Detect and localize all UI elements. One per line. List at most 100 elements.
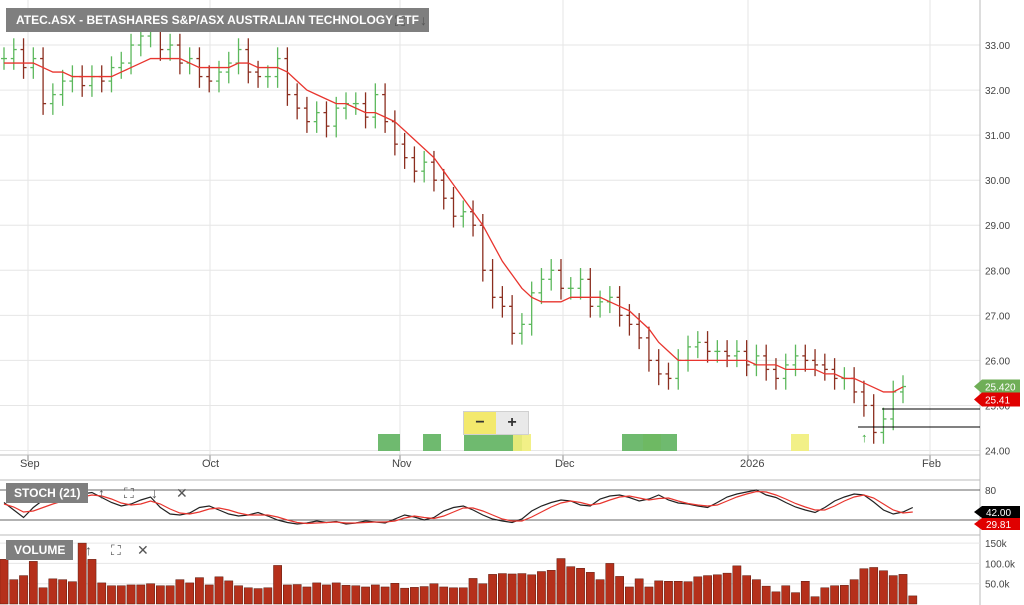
volume-bar xyxy=(449,587,458,605)
fullscreen-icon[interactable]: ⛶ xyxy=(395,13,405,29)
last-price-tag xyxy=(974,379,1020,394)
volume-bar xyxy=(361,586,370,605)
close-icon[interactable]: ✕ xyxy=(137,542,149,558)
volume-bar xyxy=(752,579,761,605)
volume-tick-label: 150k xyxy=(985,539,1008,550)
volume-bar xyxy=(68,581,77,605)
expand-icon[interactable]: ⛶ xyxy=(111,542,121,558)
volume-bar xyxy=(19,575,28,605)
y-tick-label: 29.00 xyxy=(985,221,1010,232)
zoom-control: − + xyxy=(463,411,529,435)
volume-bar xyxy=(302,586,312,605)
volume-bar xyxy=(292,584,302,605)
arrow-down-icon[interactable]: ↓ xyxy=(420,12,427,28)
volume-bar xyxy=(370,584,380,605)
volume-bar xyxy=(576,568,585,605)
buy-arrow-icon: ↑ xyxy=(861,430,868,445)
volume-bar xyxy=(820,587,830,605)
volume-bar xyxy=(859,568,869,605)
volume-bar xyxy=(556,558,566,605)
volume-bar xyxy=(840,585,849,605)
y-tick-label: 25.00 xyxy=(985,401,1010,412)
volume-bar xyxy=(77,542,87,605)
y-tick-label: 32.00 xyxy=(985,86,1010,97)
volume-bar xyxy=(742,575,752,605)
volume-bar xyxy=(419,586,429,605)
volume-bar xyxy=(888,575,898,605)
y-tick-label: 26.00 xyxy=(985,356,1010,367)
y-tick-label: 28.00 xyxy=(985,266,1010,277)
signal-marker xyxy=(622,434,677,451)
volume-bar xyxy=(48,578,58,605)
signal-marker xyxy=(464,434,522,451)
volume-bar xyxy=(722,572,732,605)
volume-bar xyxy=(273,565,282,605)
volume-bar xyxy=(38,587,48,605)
x-tick-label: Feb xyxy=(922,458,941,470)
volume-bar xyxy=(810,596,820,605)
volume-bar xyxy=(761,585,771,605)
volume-bar xyxy=(146,583,155,605)
volume-bar xyxy=(527,574,537,605)
volume-bar xyxy=(849,579,859,605)
volume-bar xyxy=(712,574,722,605)
zoom-in-button[interactable]: + xyxy=(507,414,517,431)
volume-bar xyxy=(498,573,507,605)
signal-marker xyxy=(423,434,441,451)
ma-price-tag-text: 25.41 xyxy=(985,396,1010,407)
stoch-d-tag xyxy=(974,518,1020,530)
volume-bar xyxy=(830,585,839,605)
volume-bar xyxy=(185,582,195,605)
arrow-up-icon[interactable]: ↑ xyxy=(98,485,105,501)
y-tick-label: 27.00 xyxy=(985,311,1010,322)
volume-tick-label: 50.0k xyxy=(985,580,1010,591)
volume-bar xyxy=(400,587,409,605)
volume-bar xyxy=(771,591,781,605)
volume-bar xyxy=(263,587,273,605)
y-tick-label: 33.00 xyxy=(985,41,1010,52)
volume-bar xyxy=(791,592,800,605)
stoch-label: STOCH (21) xyxy=(6,483,89,503)
volume-bar xyxy=(126,584,136,605)
volume-label: VOLUME xyxy=(6,540,74,560)
x-tick-label: Oct xyxy=(202,458,219,470)
arrow-down-icon[interactable]: ↓ xyxy=(151,485,158,501)
moving-average-line xyxy=(4,57,904,393)
close-icon[interactable]: ✕ xyxy=(176,485,188,501)
volume-bar xyxy=(654,580,664,605)
volume-bar xyxy=(58,579,67,605)
volume-bar xyxy=(380,586,390,605)
volume-bar xyxy=(507,573,517,605)
last-price-tag-text: 25.420 xyxy=(985,383,1016,394)
volume-bar xyxy=(322,584,331,605)
volume-bar xyxy=(546,570,556,605)
volume-bar xyxy=(732,565,742,605)
x-tick-label: Nov xyxy=(392,458,412,470)
annotation-marker xyxy=(791,434,809,451)
volume-bar xyxy=(253,588,263,605)
arrow-up-icon[interactable]: ↑ xyxy=(85,542,92,558)
volume-bar xyxy=(410,587,419,605)
ma-price-tag xyxy=(974,392,1020,407)
volume-bar xyxy=(869,567,879,605)
volume-bar xyxy=(195,577,204,605)
zoom-out-button[interactable]: − xyxy=(464,412,496,434)
chart-title: ATEC.ASX - BETASHARES S&P/ASX AUSTRALIAN… xyxy=(6,8,429,32)
expand-icon[interactable]: ⛶ xyxy=(124,485,134,501)
volume-bar xyxy=(97,582,107,605)
volume-bar xyxy=(537,571,546,605)
volume-bar xyxy=(116,585,126,605)
y-tick-label: 24.00 xyxy=(985,446,1010,457)
volume-bar xyxy=(87,559,97,605)
volume-bar xyxy=(155,585,165,605)
volume-bar xyxy=(28,561,38,605)
x-tick-label: Dec xyxy=(555,458,575,470)
volume-bar xyxy=(595,579,605,605)
volume-bar xyxy=(683,581,693,605)
volume-bar xyxy=(517,573,527,605)
y-tick-label: 31.00 xyxy=(985,131,1010,142)
volume-bar xyxy=(165,585,175,605)
volume-bar xyxy=(781,585,791,605)
volume-bar xyxy=(204,584,214,605)
